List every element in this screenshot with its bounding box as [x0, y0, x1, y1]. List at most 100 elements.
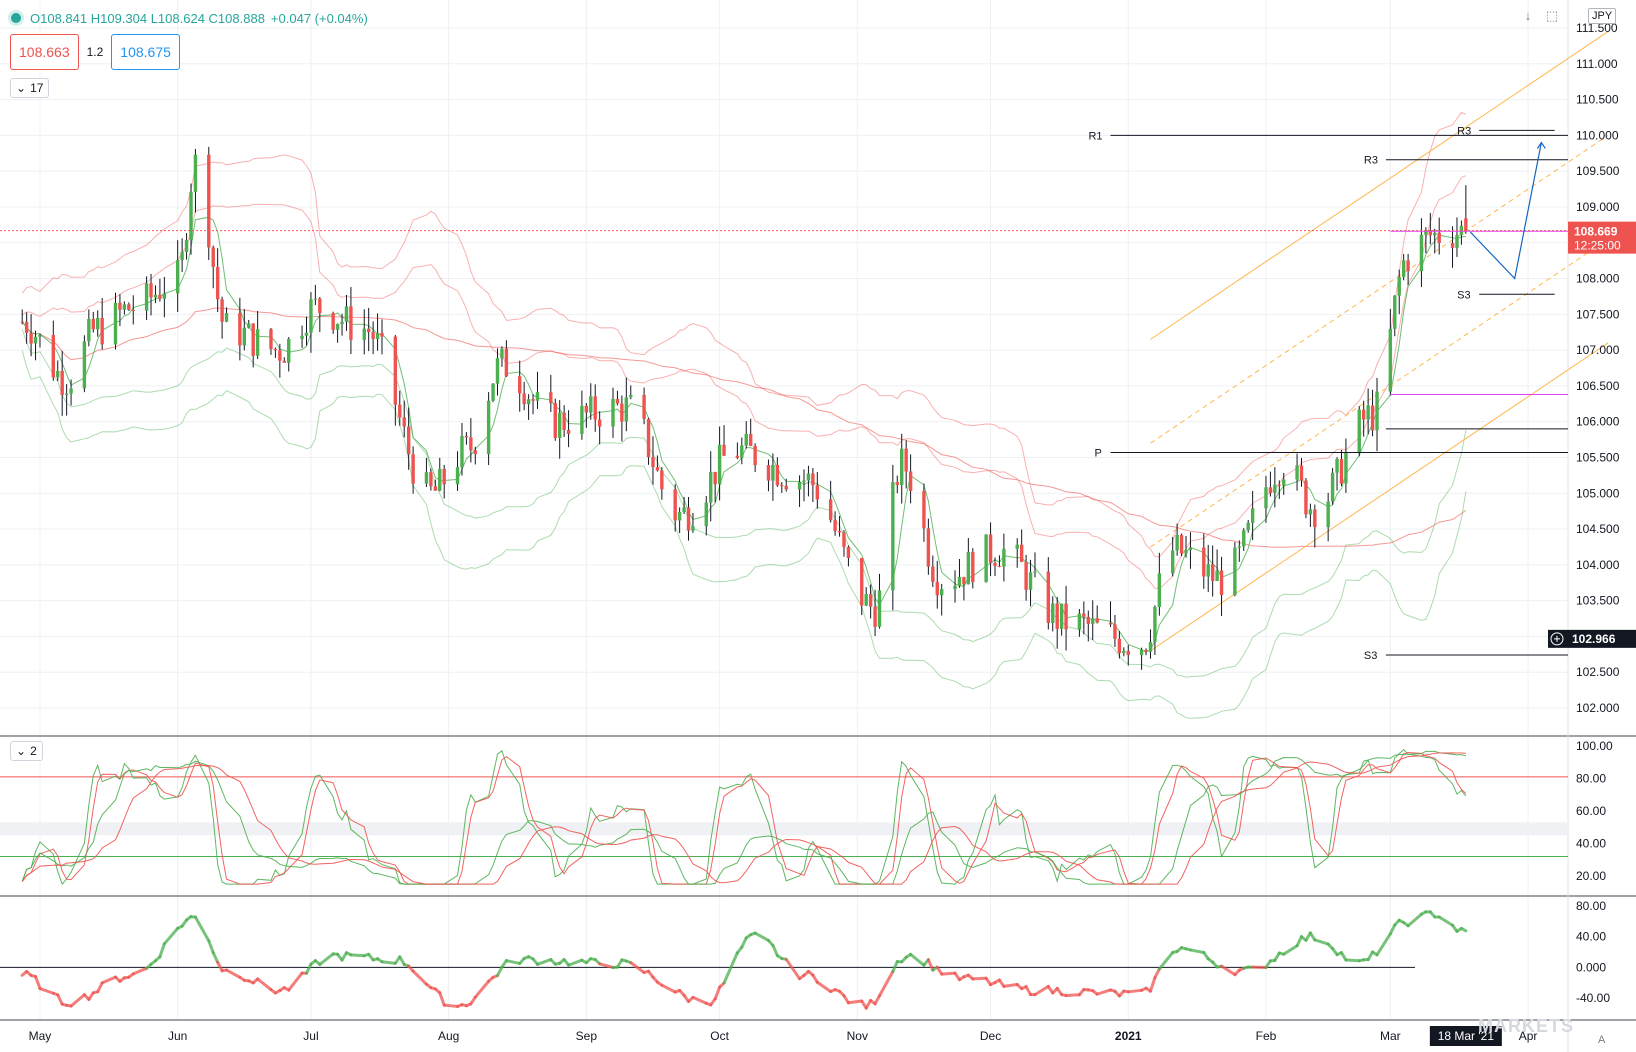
candle-body [380, 333, 384, 337]
candle-body [56, 370, 60, 378]
candle-body [908, 471, 913, 492]
candle-body [96, 317, 100, 330]
change-value: +0.047 (+0.04%) [270, 10, 368, 26]
candle-body [1015, 544, 1019, 549]
momentum-segment [940, 971, 957, 976]
candle-body [1388, 328, 1393, 392]
level-label-r3-lower: R3 [1457, 125, 1471, 137]
momentum-pane: 80.00 40.00 0.000 -40.00 [0, 899, 1610, 1010]
time-tick-label: Dec [980, 1029, 1001, 1043]
momentum-segment [96, 981, 104, 994]
candle-body [988, 534, 993, 563]
candle-body [247, 323, 251, 328]
candle-body [686, 507, 691, 531]
spread-value: 1.2 [86, 45, 104, 59]
momentum-segment [1295, 935, 1304, 948]
momentum-segment [1313, 938, 1330, 946]
candle-body [313, 298, 318, 300]
candle-body [1242, 530, 1246, 547]
channel-line [1150, 238, 1609, 548]
crosshair-price-badge [1548, 629, 1636, 648]
candle-body [331, 313, 335, 330]
candle-body [38, 335, 42, 337]
candle-body [1464, 218, 1468, 231]
candle-body [651, 457, 655, 468]
candle-body [175, 260, 180, 294]
plus-icon [1554, 635, 1560, 642]
momentum-segment [1033, 984, 1050, 997]
candle-body [966, 552, 971, 585]
candle-body [780, 485, 784, 487]
candle-body [646, 418, 651, 458]
candle-body [655, 467, 660, 471]
candle-body [1215, 570, 1219, 581]
auto-scale-button[interactable]: A [1598, 1034, 1606, 1046]
candle-body [673, 489, 677, 521]
price-tick-label: 104.000 [1576, 558, 1620, 572]
sell-button[interactable]: 108.663 [10, 34, 79, 70]
candle-body [460, 435, 464, 468]
candle-body [1433, 232, 1437, 236]
candle-body [806, 473, 811, 481]
moving-average-slow [21, 307, 1467, 548]
candle-body [278, 350, 282, 361]
candle-body [1357, 409, 1361, 453]
arrow-down-icon[interactable]: ↓ [1524, 8, 1532, 23]
candle-body [1308, 509, 1313, 515]
candle-body [740, 445, 744, 458]
momentum-segment [1024, 985, 1033, 997]
plus-circle-icon [1550, 632, 1564, 646]
price-tick-label: 107.500 [1576, 307, 1620, 321]
candle-body [1219, 570, 1224, 596]
candle-body [518, 376, 522, 394]
candle-body [113, 302, 118, 345]
momentum-segment [162, 926, 180, 946]
lower-envelope-outer [21, 350, 1467, 719]
momentum-segment [1157, 951, 1175, 971]
candle-body [251, 323, 255, 356]
candle-body [864, 594, 868, 606]
oscillator-fast-red [21, 751, 1467, 885]
candle-body [127, 304, 131, 310]
candle-body [1126, 650, 1130, 656]
momentum-segment [691, 995, 708, 1005]
candle-body [469, 437, 473, 451]
currency-label[interactable]: JPY [1588, 8, 1617, 24]
momentum-segment [1126, 988, 1144, 994]
candle-body [402, 417, 406, 427]
momentum-segment [473, 979, 491, 999]
candle-body [1406, 260, 1410, 272]
candle-body [131, 309, 135, 311]
level-label-p: P [1094, 447, 1101, 459]
grid-lines [0, 0, 1568, 1020]
channel-line [1150, 342, 1609, 652]
candle-body [1206, 564, 1210, 577]
candle-body [344, 306, 349, 322]
time-tick-label: Nov [847, 1029, 868, 1043]
candle-body [242, 327, 247, 346]
time-tick-label: Sep [576, 1029, 598, 1043]
candle-body [833, 520, 837, 531]
price-tick-label: 104.500 [1576, 522, 1620, 536]
candle-body [962, 577, 966, 585]
buy-button[interactable]: 108.675 [111, 34, 180, 70]
projection-path [1469, 142, 1542, 280]
candle-body [1344, 452, 1348, 484]
candle-body [562, 412, 566, 430]
candle-body [238, 313, 242, 346]
maximize-icon[interactable]: ⬚ [1545, 8, 1559, 23]
price-tick-label: 105.000 [1576, 486, 1620, 500]
momentum-segment [598, 962, 615, 969]
candle-body [318, 298, 322, 314]
momentum-segment [926, 958, 935, 972]
candle-body [220, 299, 224, 322]
candle-body [1055, 603, 1059, 629]
momentum-segment [1064, 993, 1081, 998]
pane-collapse-button[interactable]: ⌄ 2 [10, 741, 43, 761]
candle-body [1437, 232, 1441, 244]
candle-body [1122, 650, 1126, 654]
candle-body [1277, 484, 1281, 486]
indicators-collapse-button[interactable]: ⌄ 17 [10, 78, 50, 98]
candle-body [153, 294, 158, 298]
